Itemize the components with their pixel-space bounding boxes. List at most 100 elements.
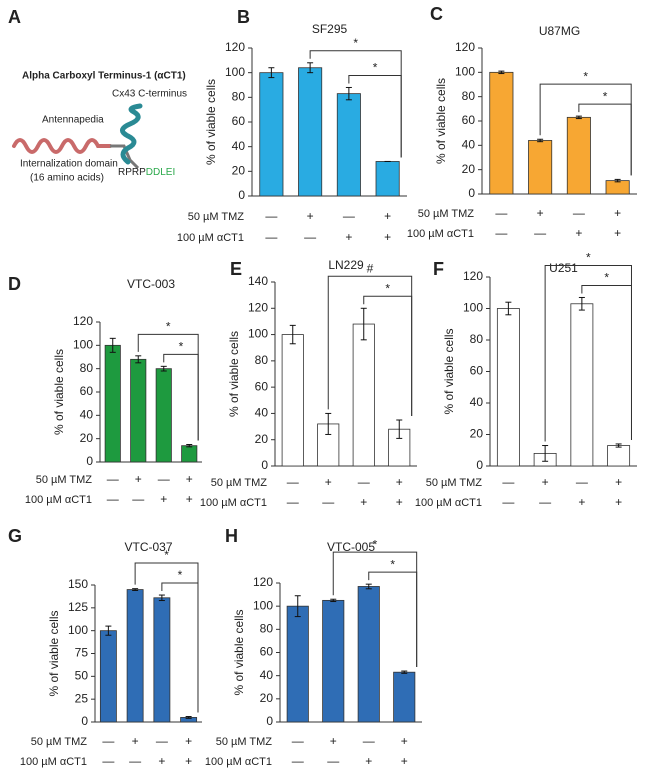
y-tick-label: 60: [80, 384, 94, 398]
treatment-sign: —: [502, 475, 514, 489]
significance-label: *: [373, 537, 378, 551]
treatment-sign: —: [107, 492, 119, 506]
error-bar: [268, 67, 275, 79]
bar: [322, 599, 345, 723]
y-tick-label: 120: [225, 40, 245, 54]
error-bar: [158, 594, 165, 602]
treatment-sign: —: [534, 226, 546, 240]
bar: [496, 308, 520, 467]
error-bar: [330, 598, 337, 603]
significance-label: *: [166, 320, 171, 334]
linker: [110, 144, 140, 170]
y-tick-label: 80: [462, 89, 476, 103]
treatment-sign: +: [185, 734, 192, 748]
error-bar: [132, 588, 139, 591]
chart-panel: H VTC-005 % of viable cells 0 20 40 60 80 100 120…: [205, 526, 422, 768]
bar: [298, 67, 323, 197]
treatment-label: 50 µM TMZ: [426, 477, 483, 489]
y-tick-label: 20: [232, 164, 246, 178]
error-bar: [401, 670, 408, 674]
error-bar: [614, 178, 621, 183]
error-bar: [578, 296, 585, 311]
y-axis-label: % of viable cells: [204, 79, 218, 165]
bar: [126, 589, 144, 723]
y-tick-label: 80: [255, 353, 269, 367]
chart-title: VTC-003: [127, 277, 175, 291]
panel-letter: B: [237, 7, 250, 27]
treatment-sign: +: [384, 230, 391, 244]
treatment-label: 50 µM TMZ: [216, 736, 273, 748]
bar: [607, 445, 631, 467]
y-tick-label: 80: [470, 332, 484, 346]
y-tick-label: 120: [455, 40, 475, 54]
sequence-part: RPRP: [118, 167, 146, 178]
error-bar: [185, 716, 192, 719]
treatment-sign: —: [322, 495, 334, 509]
treatment-sign: +: [330, 734, 337, 748]
significance-bracket: [327, 275, 413, 416]
significance-label: *: [583, 69, 588, 83]
treatment-sign: +: [396, 475, 403, 489]
treatment-sign: +: [537, 206, 544, 220]
treatment-label: 50 µM TMZ: [188, 211, 245, 223]
bar: [181, 445, 198, 463]
y-tick-label: 40: [232, 139, 246, 153]
error-bar: [345, 86, 352, 101]
y-tick-label: 0: [476, 458, 483, 472]
y-tick-label: 0: [266, 714, 273, 728]
treatment-sign: +: [401, 754, 408, 768]
y-tick-label: 40: [470, 395, 484, 409]
bar: [570, 303, 594, 467]
chart-title: VTC-037: [124, 540, 172, 554]
treatment-sign: —: [539, 495, 551, 509]
error-bar: [505, 301, 512, 316]
treatment-sign: —: [287, 495, 299, 509]
significance-label: *: [586, 251, 591, 265]
chart-title: SF295: [312, 22, 348, 36]
diagram-title: Alpha Carboxyl Terminus-1 (αCT1): [22, 71, 186, 82]
treatment-sign: —: [102, 734, 114, 748]
y-tick-label: 60: [470, 364, 484, 378]
treatment-sign: +: [186, 472, 193, 486]
bar: [375, 161, 400, 197]
treatment-sign: +: [185, 754, 192, 768]
treatment-sign: —: [132, 492, 144, 506]
label: (16 amino acids): [30, 173, 104, 184]
y-tick-label: 60: [462, 113, 476, 127]
significance-label: *: [604, 271, 609, 285]
sequence: RPRPDDLEI: [118, 167, 175, 178]
chart-panel: E LN229 % of viable cells 0 20 40 60 80 100 120 14…: [200, 258, 417, 509]
y-tick-label: 50: [75, 669, 89, 683]
treatment-sign: +: [325, 475, 332, 489]
treatment-sign: —: [502, 495, 514, 509]
chart-panel: F U251 % of viable cells 0 20 40 60 80 100 120 50 …: [415, 251, 637, 509]
y-tick-label: 60: [232, 114, 246, 128]
error-bar: [396, 419, 403, 439]
treatment-sign: —: [287, 475, 299, 489]
bar: [259, 72, 284, 197]
treatment-label: 50 µM TMZ: [36, 474, 93, 486]
chart-title: U87MG: [539, 24, 580, 38]
treatment-label: 100 µM αCT1: [407, 228, 474, 240]
panel-a: A Alpha Carboxyl Terminus-1 (αCT1) Cx43 …: [8, 7, 187, 184]
treatment-sign: +: [396, 495, 403, 509]
treatment-label: 50 µM TMZ: [418, 208, 475, 220]
chart-panel: G VTC-037 % of viable cells 0 25 50 75 100 125 15…: [8, 526, 202, 768]
y-axis-label: % of viable cells: [47, 610, 61, 696]
y-tick-label: 120: [253, 575, 273, 589]
treatment-label: 100 µM αCT1: [415, 497, 482, 509]
y-tick-label: 20: [255, 432, 269, 446]
y-tick-label: 100: [463, 301, 483, 315]
bar: [352, 323, 375, 467]
panel-letter: C: [430, 4, 443, 24]
y-tick-label: 75: [75, 646, 89, 660]
y-tick-label: 40: [462, 138, 476, 152]
y-tick-label: 120: [248, 300, 268, 314]
treatment-sign: +: [360, 495, 367, 509]
significance-bracket: [332, 551, 418, 668]
treatment-sign: +: [160, 492, 167, 506]
antennapedia-helix: [12, 138, 112, 154]
y-tick-label: 25: [75, 691, 89, 705]
treatment-sign: —: [343, 209, 355, 223]
